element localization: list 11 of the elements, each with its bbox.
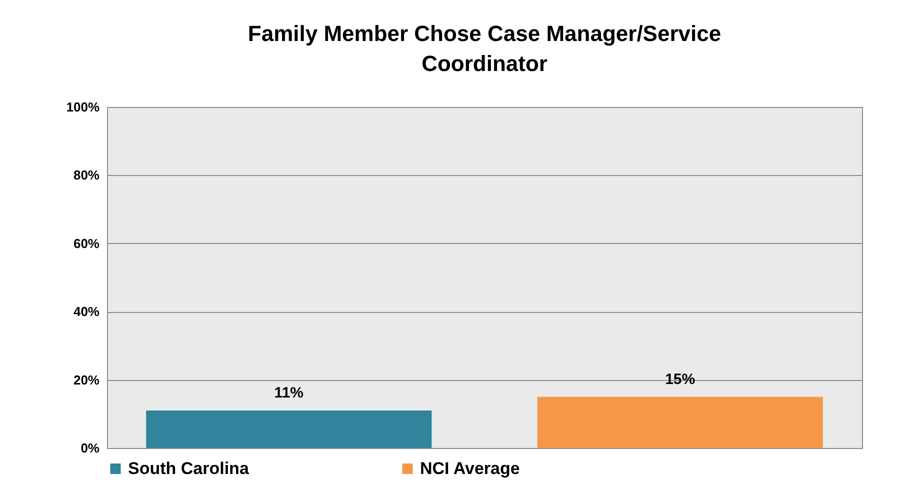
data-label: 15%	[665, 370, 696, 388]
y-tick-label: 80%	[73, 168, 100, 183]
legend-label: NCI Average	[420, 458, 520, 478]
y-tick-label: 40%	[73, 304, 100, 320]
y-tick-label: 100%	[66, 100, 100, 114]
legend-label: South Carolina	[128, 458, 250, 478]
y-tick-label: 60%	[73, 236, 100, 251]
y-tick-label: 20%	[73, 372, 100, 388]
chart-title: Family Member Chose Case Manager/Service Coordinator	[248, 21, 722, 76]
data-label: 11%	[274, 384, 304, 402]
y-tick-label: 0%	[80, 440, 100, 456]
